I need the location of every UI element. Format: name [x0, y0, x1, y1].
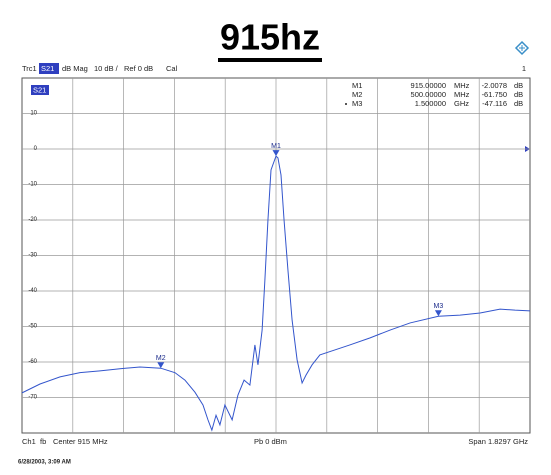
marker-table-response: -61.750 [482, 90, 507, 99]
y-tick-label: -40 [28, 288, 37, 294]
marker-table-response: -47.116 [482, 99, 507, 108]
marker-table-response: -2.0078 [482, 81, 507, 90]
format: dB Mag [62, 64, 88, 73]
trace-badge [31, 85, 49, 95]
y-tick-label: -50 [28, 324, 37, 330]
trace-label: Trc1 [22, 64, 37, 73]
marker-table-response-unit: dB [514, 81, 523, 90]
chart-title: 915hz [220, 17, 320, 58]
marker-triangle [434, 310, 442, 317]
footer-fb: fb [40, 437, 46, 446]
y-tick-label: 0 [34, 146, 38, 152]
marker-table-name: M1 [352, 81, 362, 90]
footer-channel: Ch1 [22, 437, 36, 446]
marker-table-name: M2 [352, 90, 362, 99]
y-tick-label: -30 [28, 253, 37, 259]
footer-center: Center 915 MHz [53, 437, 108, 446]
logo [514, 40, 530, 56]
trace-measurement: S21 [33, 85, 46, 94]
marker-label: M3 [434, 303, 444, 310]
active-marker-bullet [345, 103, 347, 105]
y-tick-label: -70 [28, 395, 37, 401]
y-tick-label: 10 [30, 111, 37, 117]
marker-table-response-unit: dB [514, 99, 523, 108]
channel-number: 1 [522, 64, 526, 73]
marker-table-stimulus-unit: GHz [454, 99, 469, 108]
marker-table-stimulus: 915.00000 [411, 81, 446, 90]
timestamp: 6/28/2003, 3:09 AM [18, 460, 71, 466]
marker-triangle [272, 150, 280, 157]
marker-label: M1 [271, 143, 281, 150]
marker-table-stimulus: 1.500000 [415, 99, 446, 108]
trace-line [21, 155, 531, 432]
marker-label: M2 [156, 355, 166, 362]
trace-badge [39, 63, 59, 74]
footer-span: Span 1.8297 GHz [468, 437, 528, 446]
y-tick-label: -20 [28, 217, 37, 223]
scale: 10 dB / [94, 64, 119, 73]
cal: Cal [166, 64, 178, 73]
marker-triangle [157, 362, 165, 369]
y-tick-label: -10 [28, 182, 37, 188]
marker-table-name: M3 [352, 99, 362, 108]
trace-measurement: S21 [41, 64, 54, 73]
marker-table-response-unit: dB [514, 90, 523, 99]
reference: Ref 0 dB [124, 64, 153, 73]
y-tick-label: -60 [28, 359, 37, 365]
footer-power: Pb 0 dBm [254, 437, 287, 446]
marker-table-stimulus-unit: MHz [454, 90, 470, 99]
marker-table-stimulus: 500.00000 [411, 90, 446, 99]
title-underline [218, 58, 322, 62]
marker-table-stimulus-unit: MHz [454, 81, 470, 90]
